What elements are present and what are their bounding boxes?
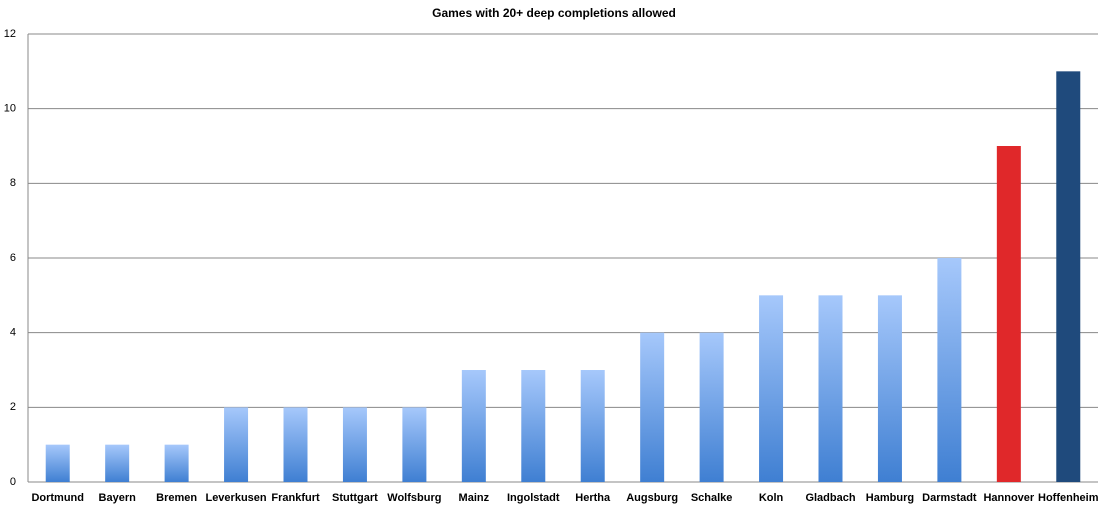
x-tick-label: Schalke (691, 492, 733, 504)
y-tick-label: 4 (10, 327, 16, 339)
x-tick-label: Hoffenheim (1038, 492, 1099, 504)
bar (580, 370, 605, 482)
x-tick-label: Koln (759, 492, 784, 504)
bar (937, 258, 962, 482)
x-tick-label: Mainz (459, 492, 490, 504)
bar (342, 407, 367, 482)
x-tick-label: Darmstadt (922, 492, 977, 504)
bar (461, 370, 486, 482)
y-tick-label: 0 (10, 476, 16, 488)
x-tick-label: Frankfurt (271, 492, 320, 504)
x-tick-label: Dortmund (31, 492, 84, 504)
x-tick-label: Wolfsburg (387, 492, 441, 504)
bar (283, 407, 308, 482)
x-tick-label: Augsburg (626, 492, 678, 504)
x-tick-label: Leverkusen (205, 492, 266, 504)
bar (699, 332, 724, 482)
chart-title: Games with 20+ deep completions allowed (432, 6, 676, 20)
bar (521, 370, 546, 482)
bar (1056, 71, 1081, 482)
bar (45, 444, 70, 482)
y-tick-label: 8 (10, 177, 16, 189)
x-tick-label: Bayern (99, 492, 137, 504)
y-tick-label: 6 (10, 252, 16, 264)
x-tick-label: Hannover (983, 492, 1034, 504)
bar (818, 295, 843, 482)
y-tick-label: 2 (10, 401, 16, 413)
x-tick-label: Gladbach (805, 492, 855, 504)
bar (877, 295, 902, 482)
bar (996, 146, 1021, 482)
x-tick-label: Ingolstadt (507, 492, 560, 504)
bar (402, 407, 427, 482)
bar (105, 444, 130, 482)
x-tick-label: Stuttgart (332, 492, 378, 504)
y-tick-label: 10 (4, 103, 16, 115)
bar (164, 444, 189, 482)
x-tick-label: Hertha (575, 492, 611, 504)
x-tick-label: Bremen (156, 492, 197, 504)
y-tick-label: 12 (4, 28, 16, 40)
bar (640, 332, 665, 482)
bar (759, 295, 784, 482)
x-tick-label: Hamburg (866, 492, 914, 504)
bar (224, 407, 249, 482)
